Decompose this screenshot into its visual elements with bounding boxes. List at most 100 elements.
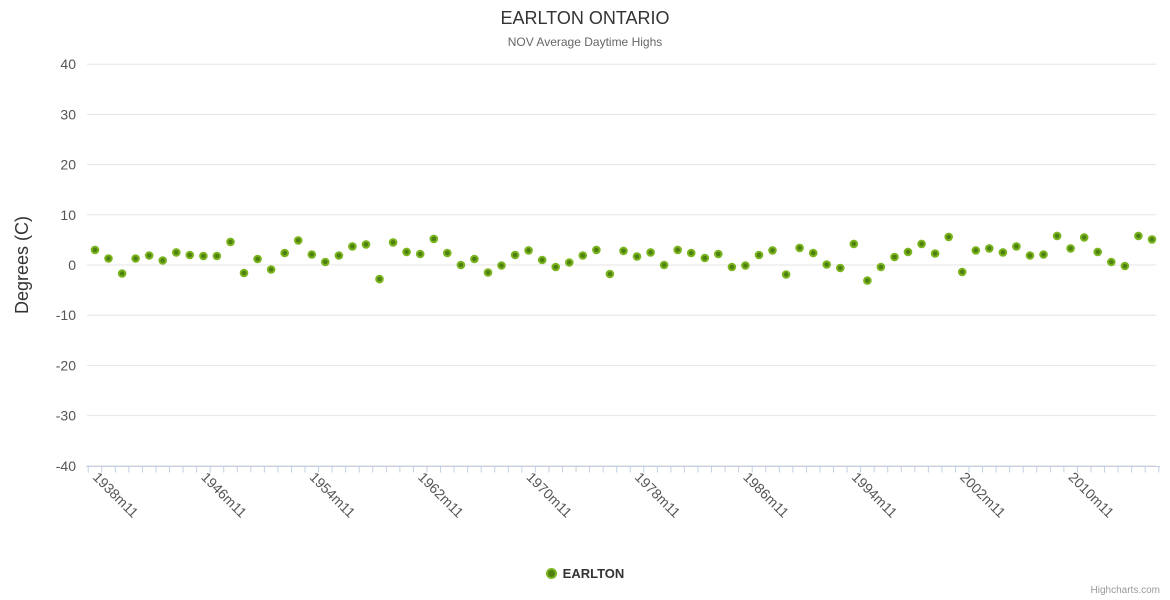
x-axis-label: 1946m11 <box>198 469 250 521</box>
data-point[interactable] <box>957 267 967 277</box>
data-point[interactable] <box>700 253 710 263</box>
data-point[interactable] <box>619 246 628 256</box>
data-point[interactable] <box>158 256 167 265</box>
data-point[interactable] <box>1012 242 1021 251</box>
data-point[interactable] <box>361 240 371 249</box>
data-point[interactable] <box>673 245 683 255</box>
data-point[interactable] <box>293 236 303 245</box>
x-axis-label: 1954m11 <box>307 469 359 521</box>
data-point[interactable] <box>1066 244 1075 253</box>
data-point[interactable] <box>212 251 222 261</box>
data-point[interactable] <box>90 245 100 255</box>
data-point[interactable] <box>388 238 398 247</box>
data-point[interactable] <box>524 246 533 255</box>
legend-item-earlton[interactable]: EARLTON <box>0 562 1170 584</box>
data-point[interactable] <box>131 254 140 263</box>
y-axis-label: -10 <box>56 307 76 323</box>
data-point[interactable] <box>1107 257 1116 267</box>
y-axis-label: 10 <box>60 207 76 223</box>
data-point[interactable] <box>470 254 479 264</box>
data-point[interactable] <box>239 268 249 278</box>
data-point[interactable] <box>483 268 493 277</box>
x-axis-label: 1970m11 <box>523 469 575 521</box>
data-point[interactable] <box>321 257 330 267</box>
data-point[interactable] <box>1052 231 1062 241</box>
data-point[interactable] <box>754 250 764 260</box>
data-point[interactable] <box>429 234 439 244</box>
data-point[interactable] <box>646 248 655 257</box>
data-point[interactable] <box>1039 250 1048 259</box>
data-point[interactable] <box>659 260 669 270</box>
data-point[interactable] <box>375 274 384 284</box>
data-point[interactable] <box>226 237 235 247</box>
data-point[interactable] <box>578 251 588 260</box>
y-axis-label: 0 <box>68 257 76 273</box>
y-axis-title: Degrees (C) <box>12 216 32 314</box>
data-point[interactable] <box>144 251 154 260</box>
data-point[interactable] <box>849 239 859 249</box>
chart-subtitle: NOV Average Daytime Highs <box>508 35 663 49</box>
legend-label: EARLTON <box>562 565 625 581</box>
data-point[interactable] <box>1134 231 1143 241</box>
data-point[interactable] <box>280 248 290 258</box>
data-point[interactable] <box>781 270 791 279</box>
x-axis-label: 2002m11 <box>957 469 1009 521</box>
data-point[interactable] <box>117 269 127 278</box>
data-point[interactable] <box>402 247 411 257</box>
data-point[interactable] <box>497 261 506 270</box>
data-point[interactable] <box>565 258 574 267</box>
y-axis-label: 30 <box>60 106 76 122</box>
data-point[interactable] <box>863 276 872 285</box>
data-point[interactable] <box>551 262 561 272</box>
data-point[interactable] <box>104 254 113 263</box>
data-point[interactable] <box>998 248 1008 257</box>
data-point[interactable] <box>1120 261 1130 271</box>
data-point[interactable] <box>605 269 615 279</box>
data-point[interactable] <box>334 251 344 260</box>
data-point[interactable] <box>415 249 425 259</box>
data-point[interactable] <box>266 265 276 274</box>
data-point[interactable] <box>727 262 737 272</box>
data-point[interactable] <box>1079 233 1089 242</box>
data-point[interactable] <box>348 242 357 251</box>
data-point[interactable] <box>971 246 981 255</box>
data-point[interactable] <box>822 260 832 269</box>
data-point[interactable] <box>944 232 954 242</box>
grid-layer <box>87 63 1156 467</box>
data-point[interactable] <box>903 247 913 257</box>
data-point[interactable] <box>1147 235 1157 244</box>
data-point[interactable] <box>172 248 181 257</box>
data-point[interactable] <box>836 263 845 273</box>
highcharts-credit[interactable]: Highcharts.com <box>1090 585 1160 596</box>
y-axis-label: -40 <box>56 458 76 474</box>
data-point[interactable] <box>741 261 750 270</box>
data-point[interactable] <box>930 249 940 258</box>
data-point[interactable] <box>768 246 777 255</box>
data-point[interactable] <box>307 250 317 259</box>
data-point[interactable] <box>808 248 818 258</box>
data-point[interactable] <box>1025 251 1035 260</box>
data-point[interactable] <box>185 250 195 260</box>
chart-title: EARLTON ONTARIO <box>500 8 669 28</box>
data-point[interactable] <box>199 251 208 261</box>
data-point[interactable] <box>253 254 262 264</box>
data-point[interactable] <box>714 249 723 259</box>
axis-labels: 40 30 20 10 0 -10 -20 -30 -40 1938m11 1946m11 1954m… <box>56 56 1118 521</box>
data-point[interactable] <box>592 245 601 255</box>
data-point[interactable] <box>917 239 926 249</box>
data-point[interactable] <box>795 243 804 253</box>
data-point[interactable] <box>537 255 547 265</box>
x-axis-label: 1986m11 <box>740 469 792 521</box>
data-point[interactable] <box>456 260 466 270</box>
data-point[interactable] <box>632 252 642 261</box>
data-point[interactable] <box>686 248 696 258</box>
y-axis-label: 20 <box>60 157 76 173</box>
data-point[interactable] <box>985 244 994 253</box>
data-point[interactable] <box>443 248 452 258</box>
data-point[interactable] <box>890 252 899 262</box>
data-point[interactable] <box>876 262 886 272</box>
data-point[interactable] <box>1093 247 1102 257</box>
data-point[interactable] <box>510 250 520 260</box>
